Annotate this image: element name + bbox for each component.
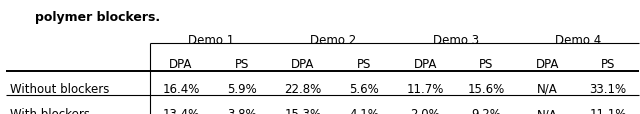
Text: Without blockers: Without blockers	[10, 82, 109, 95]
Text: N/A: N/A	[537, 107, 557, 114]
Text: Demo 4: Demo 4	[554, 34, 601, 47]
Text: 5.6%: 5.6%	[349, 82, 379, 95]
Text: DPA: DPA	[536, 57, 559, 70]
Text: DPA: DPA	[291, 57, 315, 70]
Text: N/A: N/A	[537, 82, 557, 95]
Text: PS: PS	[235, 57, 249, 70]
Text: PS: PS	[479, 57, 493, 70]
Text: Demo 3: Demo 3	[433, 34, 479, 47]
Text: 13.4%: 13.4%	[163, 107, 200, 114]
Text: With blockers: With blockers	[10, 107, 90, 114]
Text: 3.8%: 3.8%	[227, 107, 257, 114]
Text: Demo 1: Demo 1	[188, 34, 235, 47]
Text: 11.1%: 11.1%	[589, 107, 627, 114]
Text: polymer blockers.: polymer blockers.	[35, 11, 161, 24]
Text: Demo 2: Demo 2	[310, 34, 356, 47]
Text: 33.1%: 33.1%	[589, 82, 627, 95]
Text: 16.4%: 16.4%	[162, 82, 200, 95]
Text: DPA: DPA	[169, 57, 193, 70]
Text: 2.0%: 2.0%	[410, 107, 440, 114]
Text: PS: PS	[357, 57, 371, 70]
Text: 11.7%: 11.7%	[406, 82, 444, 95]
Text: PS: PS	[601, 57, 616, 70]
Text: 9.2%: 9.2%	[471, 107, 501, 114]
Text: 22.8%: 22.8%	[284, 82, 322, 95]
Text: 5.9%: 5.9%	[227, 82, 257, 95]
Text: 15.3%: 15.3%	[284, 107, 321, 114]
Text: DPA: DPA	[413, 57, 436, 70]
Text: 15.6%: 15.6%	[467, 82, 505, 95]
Text: 4.1%: 4.1%	[349, 107, 379, 114]
